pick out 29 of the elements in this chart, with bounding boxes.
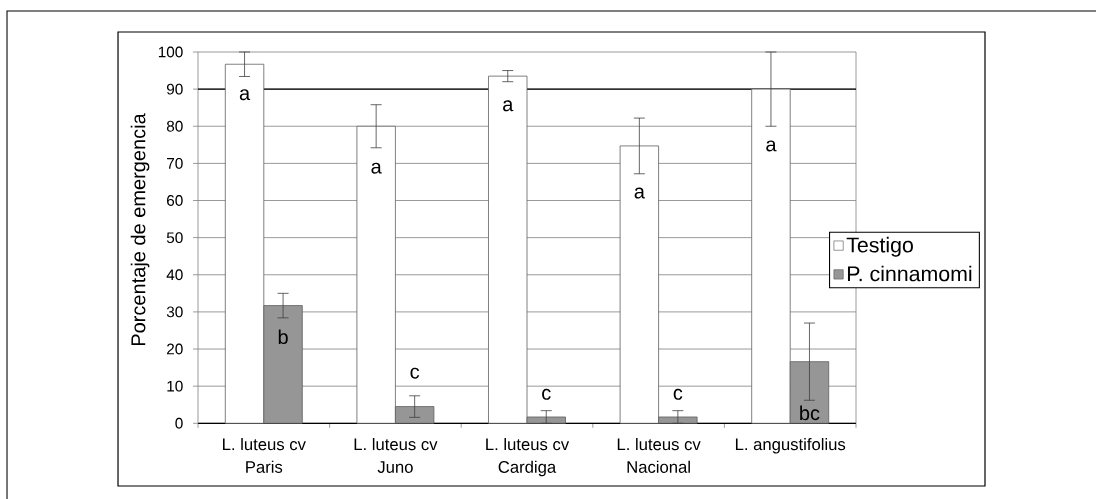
y-tick-label: 30 [166,306,183,318]
y-tick-label: 90 [166,83,183,95]
annotation: c [542,388,551,400]
y-tick-label: 50 [166,232,183,244]
y-tick-label: 40 [166,269,183,281]
annotation: b [278,329,288,345]
annotation: a [766,140,777,152]
annotation: bc [800,405,820,421]
annotation: a [239,89,251,101]
y-tick-label: 80 [166,120,183,132]
legend-label: Testigo [846,236,913,257]
legend-label: P. cinnamomi [847,265,972,282]
y-axis-title: Porcentaje de emergencia [130,113,150,346]
x-tick-label: L. luteus cv Juno [354,437,438,473]
y-tick-label: 0 [175,417,183,429]
annotation: c [673,388,683,400]
y-tick-label: 60 [167,195,183,206]
y-tick-label: 70 [167,157,183,169]
y-tick-label: 20 [167,343,183,355]
x-tick-label: L. luteus cv Paris [223,437,306,473]
annotation: a [503,100,514,112]
x-tick-label: L. angustifolius [735,437,846,454]
x-tick-label: L. luteus cv Nacional [617,437,701,473]
y-tick-label: 10 [167,380,183,392]
annotation: c [410,367,420,379]
annotation: a [634,187,645,199]
y-tick-label: 100 [158,46,183,58]
annotation: a [371,162,382,174]
x-tick-label: L. luteus cv Cardiga [486,437,570,477]
